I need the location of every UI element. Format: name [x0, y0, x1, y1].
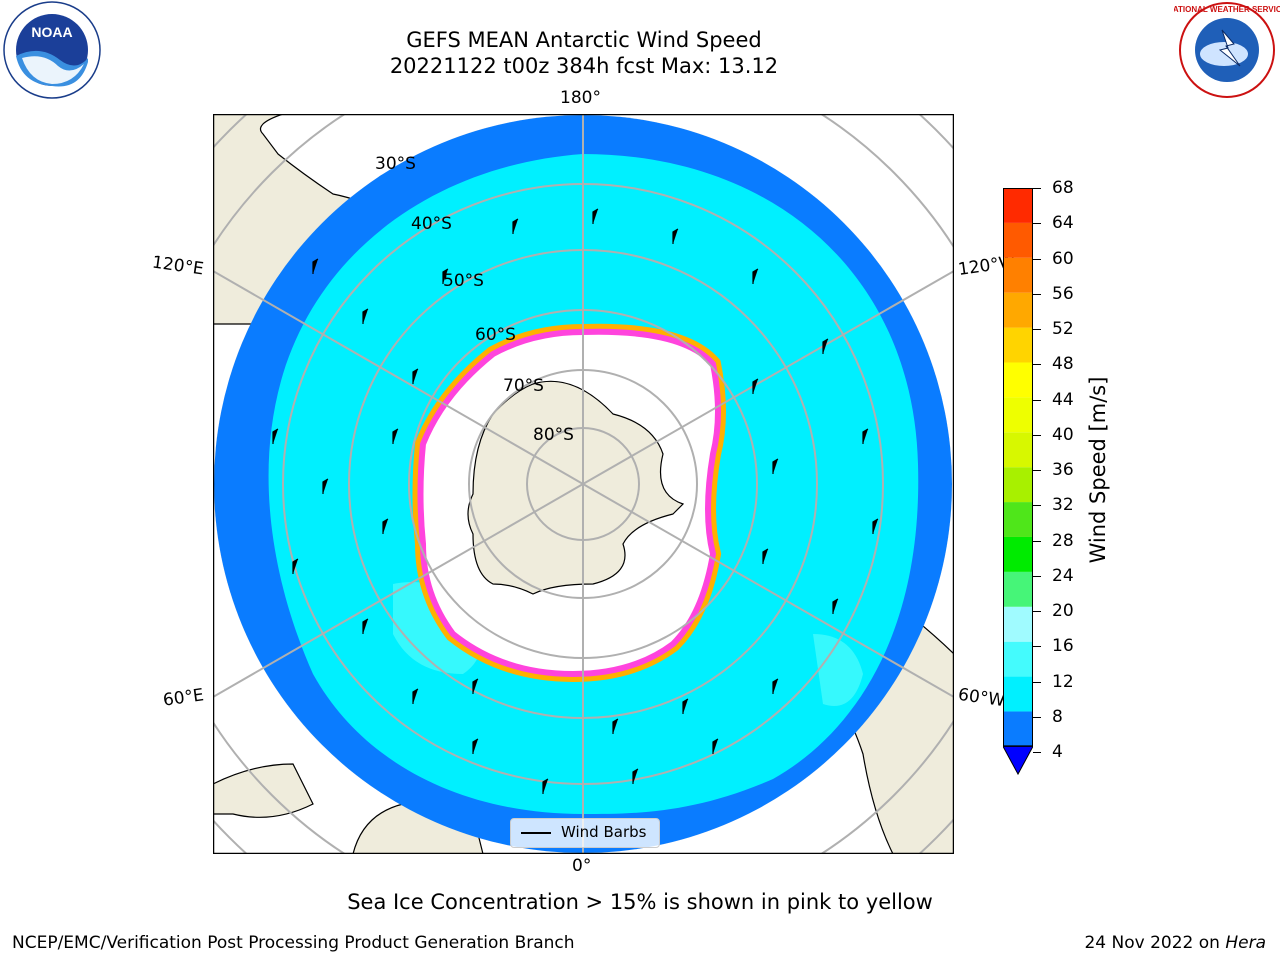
- colorbar-segment: [1003, 536, 1033, 572]
- colorbar-tick-mark: [1033, 293, 1041, 295]
- colorbar-tick-label: 24: [1052, 565, 1074, 586]
- colorbar-tick-label: 68: [1052, 178, 1074, 198]
- wind-barb-legend: Wind Barbs: [510, 818, 660, 848]
- colorbar-segment: [1003, 188, 1033, 223]
- colorbar-segment: [1003, 397, 1033, 433]
- longitude-grid: [213, 114, 954, 854]
- colorbar-segment: [1003, 502, 1033, 537]
- colorbar-segment: [1003, 571, 1033, 607]
- colorbar-tick-mark: [1033, 505, 1041, 507]
- sea-ice-caption: Sea Ice Concentration > 15% is shown in …: [347, 890, 933, 914]
- chart-subtitle: 20221122 t00z 384h fcst Max: 13.12: [389, 54, 779, 78]
- footer-branch: NCEP/EMC/Verification Post Processing Pr…: [12, 933, 575, 953]
- colorbar-tick-mark: [1033, 716, 1041, 718]
- colorbar-tick-label: 56: [1052, 283, 1074, 304]
- colorbar-segment: [1003, 467, 1033, 503]
- colorbar-segment: [1003, 711, 1033, 747]
- colorbar-tick-mark: [1033, 575, 1041, 577]
- colorbar-tick-mark: [1033, 434, 1041, 436]
- colorbar-tick-mark: [1033, 540, 1041, 542]
- colorbar-tick-label: 44: [1052, 389, 1074, 410]
- madagascar-land: [213, 763, 314, 818]
- colorbar-tick-label: 32: [1052, 495, 1074, 516]
- lon-label-60w: 60°W: [956, 684, 1007, 712]
- colorbar-tick-mark: [1033, 646, 1041, 648]
- lon-label-180: 180°: [560, 88, 601, 108]
- colorbar-segment: [1003, 362, 1033, 398]
- colorbar-tick-label: 4: [1052, 742, 1063, 762]
- map-border: [213, 114, 954, 854]
- colorbar-label: Wind Speed [m/s]: [1086, 376, 1110, 564]
- noaa-logo: NOAA: [3, 1, 101, 99]
- legend-label: Wind Barbs: [561, 823, 647, 841]
- colorbar-tick-label: 40: [1052, 424, 1074, 445]
- map-disc: [214, 115, 952, 853]
- svg-text:NATIONAL WEATHER SERVICE: NATIONAL WEATHER SERVICE: [1174, 5, 1280, 14]
- colorbar: [1003, 188, 1033, 776]
- footer-date-text: 24 Nov 2022 on: [1084, 933, 1226, 953]
- colorbar-segment: [1003, 222, 1033, 258]
- colorbar-segment: [1003, 257, 1033, 293]
- lat-label-40: 40°S: [411, 214, 452, 234]
- colorbar-tick-mark: [1033, 752, 1041, 753]
- colorbar-tick-label: 28: [1052, 530, 1074, 551]
- latitude-labels: 30°S 40°S 50°S 60°S 70°S 80°S: [375, 154, 574, 445]
- colorbar-tick-label: 60: [1052, 248, 1074, 269]
- footer-machine: Hera: [1225, 933, 1266, 953]
- colorbar-tick-mark: [1033, 470, 1041, 471]
- lat-label-80: 80°S: [533, 425, 574, 445]
- footer-date: 24 Nov 2022 on Hera: [1084, 933, 1266, 953]
- colorbar-tick-mark: [1033, 258, 1041, 260]
- colorbar-tick-mark: [1033, 681, 1041, 683]
- svg-text:NOAA: NOAA: [31, 24, 72, 40]
- lat-label-60: 60°S: [475, 325, 516, 345]
- colorbar-tick-mark: [1033, 188, 1041, 189]
- colorbar-tick-label: 48: [1052, 354, 1074, 375]
- colorbar-segment: [1003, 292, 1033, 328]
- colorbar-tick-mark: [1033, 611, 1041, 612]
- colorbar-segment: [1003, 676, 1033, 712]
- colorbar-tick-label: 64: [1052, 213, 1074, 234]
- colorbar-tick-label: 12: [1052, 671, 1074, 692]
- colorbar-tick-mark: [1033, 364, 1041, 366]
- colorbar-tick-mark: [1033, 399, 1041, 401]
- chart-title: GEFS MEAN Antarctic Wind Speed: [406, 28, 762, 52]
- lon-label-120e: 120°E: [150, 252, 205, 280]
- colorbar-tick-label: 52: [1052, 319, 1074, 339]
- colorbar-tick-label: 16: [1052, 636, 1074, 657]
- colorbar-tick-label: 20: [1052, 601, 1074, 621]
- colorbar-segment: [1003, 327, 1033, 363]
- colorbar-tick-label: 8: [1052, 706, 1063, 727]
- lat-label-50: 50°S: [443, 271, 484, 291]
- lat-label-30: 30°S: [375, 154, 416, 174]
- colorbar-segment: [1003, 641, 1033, 677]
- lat-label-70: 70°S: [503, 376, 544, 396]
- wind-barbs: [272, 208, 879, 794]
- polar-map: 30°S 40°S 50°S 60°S 70°S 80°S: [213, 114, 954, 854]
- colorbar-underflow-triangle: [1003, 745, 1033, 776]
- legend-line-icon: [521, 832, 551, 834]
- colorbar-segment: [1003, 606, 1033, 642]
- colorbar-tick-mark: [1033, 329, 1041, 330]
- colorbar-segment: [1003, 432, 1033, 468]
- lon-label-0: 0°: [572, 856, 592, 876]
- lon-label-60e: 60°E: [161, 685, 206, 711]
- colorbar-tick-mark: [1033, 223, 1041, 225]
- nws-logo: NATIONAL WEATHER SERVICE: [1174, 2, 1280, 98]
- colorbar-tick-label: 36: [1052, 460, 1074, 480]
